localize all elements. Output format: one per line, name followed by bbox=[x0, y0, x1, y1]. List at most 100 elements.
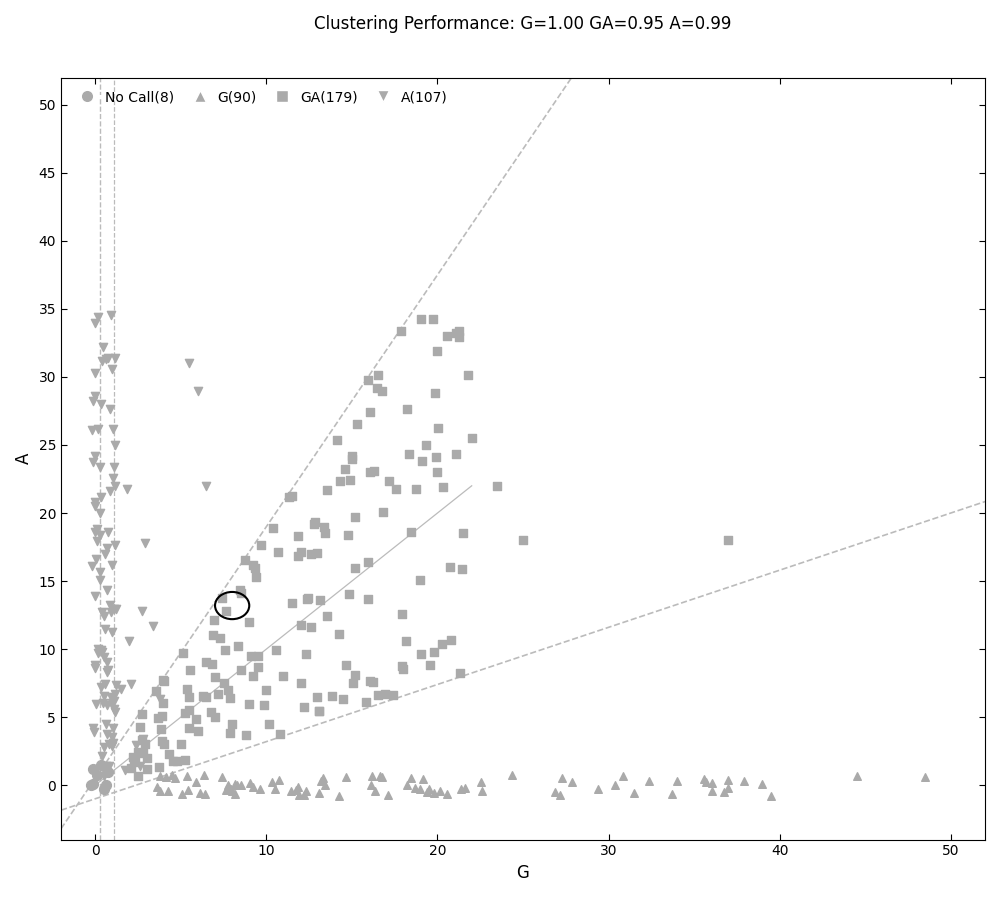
Point bbox=[248, 570, 264, 584]
Point bbox=[332, 474, 348, 488]
Point bbox=[223, 782, 239, 797]
Point bbox=[149, 779, 165, 794]
Point bbox=[370, 688, 386, 702]
Point bbox=[414, 454, 430, 468]
Point bbox=[198, 479, 214, 493]
Point bbox=[303, 620, 319, 634]
Point bbox=[102, 483, 118, 498]
Point bbox=[87, 588, 103, 603]
Point bbox=[311, 704, 327, 718]
Point bbox=[102, 402, 118, 416]
Point bbox=[207, 669, 223, 684]
Point bbox=[182, 663, 198, 677]
Point bbox=[87, 366, 103, 380]
Point bbox=[173, 737, 189, 752]
Point bbox=[106, 701, 122, 716]
Point bbox=[229, 778, 245, 792]
Point bbox=[564, 775, 580, 789]
Point bbox=[763, 788, 779, 803]
Point bbox=[126, 755, 142, 770]
Point bbox=[849, 769, 865, 783]
Point bbox=[135, 732, 151, 746]
Point bbox=[267, 782, 283, 797]
Point bbox=[107, 439, 123, 453]
Point bbox=[317, 526, 333, 540]
Point bbox=[222, 691, 238, 705]
Point bbox=[92, 572, 108, 587]
Point bbox=[88, 697, 104, 711]
Point bbox=[245, 558, 261, 572]
Point bbox=[96, 740, 112, 754]
Point bbox=[590, 781, 606, 796]
Point bbox=[87, 658, 103, 672]
Point bbox=[241, 696, 257, 710]
Point bbox=[123, 677, 139, 692]
Point bbox=[293, 676, 309, 691]
Point bbox=[430, 421, 446, 435]
Point bbox=[324, 689, 340, 703]
Point bbox=[293, 617, 309, 631]
Point bbox=[104, 739, 120, 753]
Point bbox=[155, 696, 171, 710]
Point bbox=[552, 788, 568, 802]
Point bbox=[288, 782, 304, 797]
Point bbox=[296, 788, 312, 802]
Point bbox=[311, 704, 327, 718]
Point bbox=[220, 684, 236, 698]
Point bbox=[252, 782, 268, 797]
Point bbox=[554, 771, 570, 785]
Point bbox=[148, 684, 164, 699]
Point bbox=[227, 777, 243, 791]
Point bbox=[275, 669, 291, 684]
Point bbox=[104, 729, 120, 744]
Point bbox=[218, 604, 234, 618]
Point bbox=[104, 696, 120, 710]
Point bbox=[347, 667, 363, 682]
Point bbox=[232, 582, 248, 597]
Point bbox=[139, 751, 155, 765]
Point bbox=[98, 778, 114, 792]
Point bbox=[190, 383, 206, 397]
Y-axis label: A: A bbox=[15, 453, 33, 465]
Point bbox=[720, 773, 736, 788]
Point bbox=[312, 593, 328, 607]
Point bbox=[704, 784, 720, 798]
Point bbox=[429, 344, 445, 359]
Point bbox=[104, 362, 120, 377]
Point bbox=[86, 725, 102, 739]
Point bbox=[97, 677, 113, 692]
Point bbox=[443, 633, 459, 648]
Point bbox=[97, 547, 113, 562]
Point bbox=[105, 736, 121, 750]
Point bbox=[87, 449, 103, 464]
Point bbox=[341, 587, 357, 601]
Point bbox=[154, 734, 170, 748]
Point bbox=[217, 642, 233, 657]
Point bbox=[93, 490, 109, 504]
Point bbox=[127, 753, 143, 767]
Point bbox=[388, 483, 404, 497]
Point bbox=[90, 642, 106, 657]
Point bbox=[473, 775, 489, 789]
Point bbox=[134, 604, 150, 618]
Point bbox=[106, 693, 122, 708]
Point bbox=[203, 705, 219, 719]
Point bbox=[156, 737, 172, 752]
Point bbox=[413, 311, 429, 326]
Point bbox=[284, 596, 300, 610]
Point bbox=[105, 470, 121, 484]
Point bbox=[452, 666, 468, 680]
Point bbox=[434, 637, 450, 651]
Point bbox=[316, 519, 332, 534]
Point bbox=[319, 609, 335, 623]
Point bbox=[207, 710, 223, 724]
Point bbox=[241, 614, 257, 629]
Point bbox=[626, 786, 642, 800]
Point bbox=[439, 328, 455, 343]
Point bbox=[130, 745, 146, 759]
Point bbox=[181, 721, 197, 736]
Point bbox=[177, 753, 193, 768]
Point bbox=[99, 582, 115, 597]
Point bbox=[284, 488, 300, 502]
Point bbox=[917, 770, 933, 784]
